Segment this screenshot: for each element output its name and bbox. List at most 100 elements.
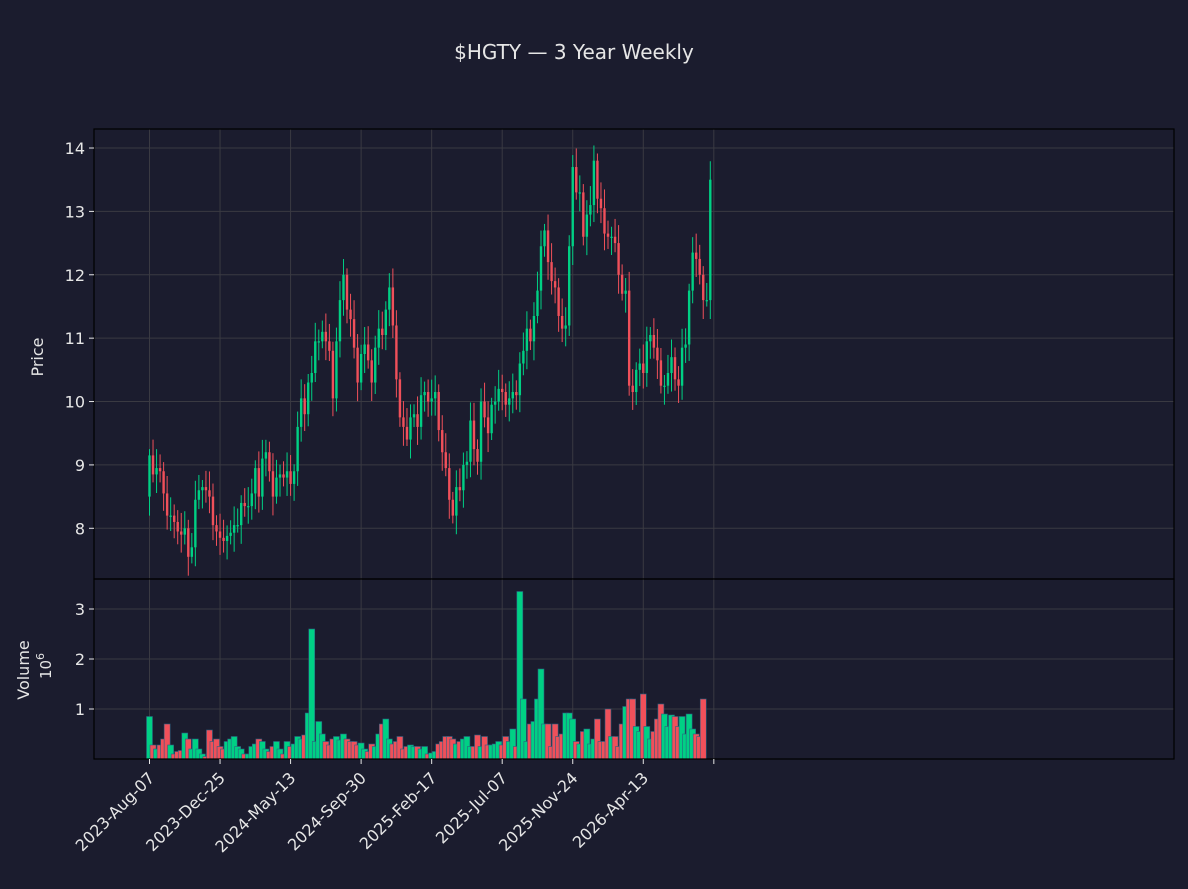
candle-body xyxy=(215,525,218,532)
candle-body xyxy=(613,236,617,244)
candle-body xyxy=(275,477,278,497)
candle-body xyxy=(441,430,444,453)
volume-multiplier: 106 xyxy=(34,653,55,679)
candle-body xyxy=(546,230,550,263)
candle-body xyxy=(663,385,666,387)
candle-body xyxy=(508,398,511,405)
candle-body xyxy=(271,471,275,497)
candle-body xyxy=(479,401,483,462)
candle-body xyxy=(490,404,493,434)
candle-body xyxy=(211,496,215,526)
price-axis-label: Price xyxy=(28,337,47,376)
candle-body xyxy=(702,274,705,301)
candle-body xyxy=(642,363,645,374)
candle-body xyxy=(314,341,317,374)
price-tick-label: 10 xyxy=(65,393,85,412)
candle-body xyxy=(282,474,285,478)
candle-body xyxy=(359,354,363,383)
candle-body xyxy=(670,357,673,374)
candle-body xyxy=(677,379,680,386)
volume-axis-label: Volume xyxy=(14,640,33,700)
candle-body xyxy=(345,274,349,310)
candle-body xyxy=(419,395,423,427)
candle-body xyxy=(472,420,476,450)
candle-body xyxy=(518,363,522,396)
volume-tick-label: 3 xyxy=(75,600,85,619)
x-axis: 2023-Aug-072023-Dec-252024-May-132024-Se… xyxy=(72,759,715,856)
candle-body xyxy=(165,493,169,516)
candle-body xyxy=(610,236,613,238)
candle-body xyxy=(553,281,557,288)
candle-body xyxy=(310,373,313,383)
candle-body xyxy=(264,452,268,459)
volume-bar xyxy=(308,628,316,760)
candle-body xyxy=(307,382,310,415)
candle-body xyxy=(560,315,564,329)
candle-body xyxy=(437,392,440,431)
candle-body xyxy=(243,502,246,507)
candle-body xyxy=(158,468,162,472)
candle-body xyxy=(635,369,638,393)
candle-body xyxy=(402,417,405,427)
candle-body xyxy=(486,417,490,434)
candle-body xyxy=(356,347,359,383)
candle-body xyxy=(176,521,179,532)
candle-body xyxy=(423,392,426,396)
candle-body xyxy=(391,287,395,326)
candle-body xyxy=(426,392,430,402)
candle-body xyxy=(247,506,250,508)
candle-body xyxy=(208,490,211,497)
candle-body xyxy=(285,471,289,478)
candle-body xyxy=(525,328,529,351)
candle-body xyxy=(222,537,225,541)
candle-body xyxy=(501,388,504,393)
candle-body xyxy=(296,426,299,472)
candle-body xyxy=(691,252,694,291)
candle-body xyxy=(543,230,546,247)
candle-body xyxy=(687,290,691,345)
candle-body xyxy=(624,290,627,294)
candle-body xyxy=(592,160,596,206)
candle-body xyxy=(250,493,253,507)
price-tick-label: 9 xyxy=(75,456,85,475)
candle-body xyxy=(705,300,708,302)
candle-body xyxy=(395,325,398,380)
candle-body xyxy=(292,471,296,484)
candle-body xyxy=(151,455,155,475)
price-tick-label: 13 xyxy=(65,202,85,221)
price-panel-frame xyxy=(93,128,1175,580)
candle-body xyxy=(412,414,416,418)
candle-body xyxy=(232,525,236,533)
candle-body xyxy=(620,274,624,294)
candle-body xyxy=(522,350,525,364)
candle-body xyxy=(476,449,479,462)
candle-body xyxy=(405,426,409,440)
candle-body xyxy=(338,300,342,342)
volume-panel-frame xyxy=(93,578,1175,760)
candle-body xyxy=(694,252,698,259)
price-candles xyxy=(148,145,712,576)
candle-body xyxy=(317,341,320,343)
x-tick-label: 2025-Jul-07 xyxy=(432,768,511,847)
candle-body xyxy=(388,287,391,310)
price-tick-label: 12 xyxy=(65,266,85,285)
candle-body xyxy=(515,392,518,396)
candle-body xyxy=(596,160,599,199)
candle-body xyxy=(409,417,412,440)
candle-body xyxy=(169,515,172,517)
candle-body xyxy=(225,535,229,541)
candle-body xyxy=(155,468,158,475)
chart-title: $HGTY — 3 Year Weekly xyxy=(454,40,694,64)
candle-body xyxy=(585,214,589,237)
volume-tick-label: 2 xyxy=(75,650,85,669)
candle-body xyxy=(649,334,652,342)
price-axis: 8 9 10 11 12 13 14 xyxy=(65,139,94,538)
candle-body xyxy=(709,179,712,301)
candle-body xyxy=(568,246,571,326)
candle-body xyxy=(550,262,553,282)
candle-body xyxy=(268,452,271,472)
price-tick-label: 14 xyxy=(65,139,85,158)
candle-body xyxy=(381,328,384,335)
candle-body xyxy=(483,401,486,418)
